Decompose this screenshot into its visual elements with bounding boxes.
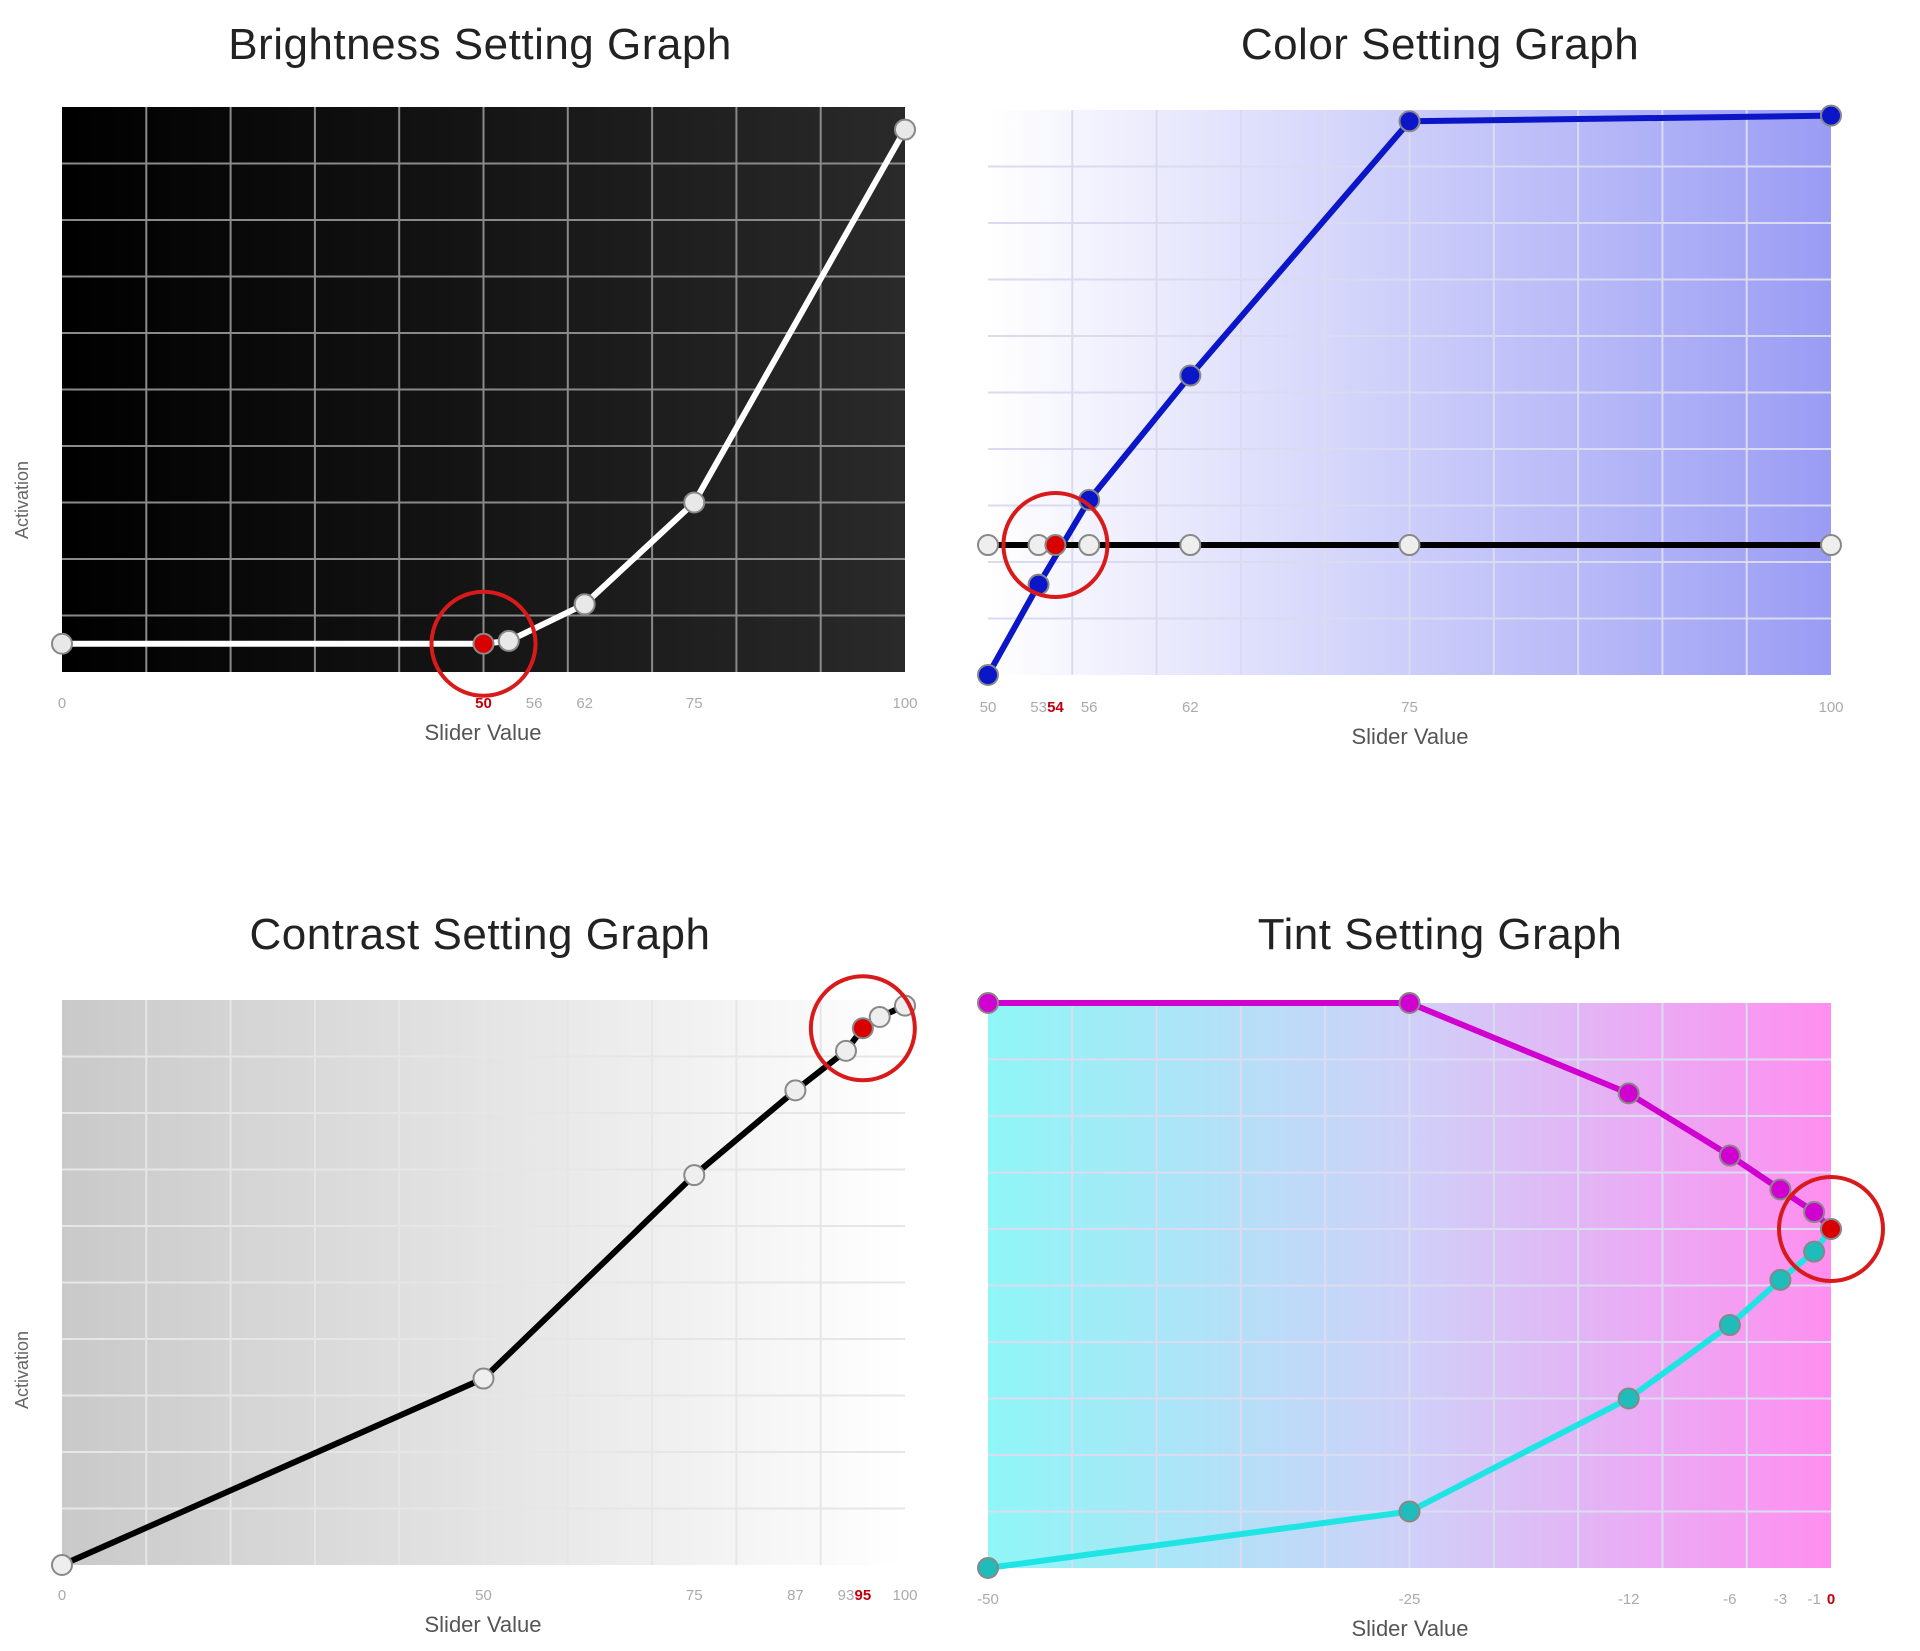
- highlight-circle: [1777, 1175, 1885, 1283]
- x-tick-label: 0: [1827, 1591, 1835, 1608]
- x-tick-label: -12: [1618, 1591, 1640, 1608]
- data-point: [1820, 104, 1842, 127]
- x-tick-label: 53: [1030, 699, 1047, 716]
- brightness-panel: Brightness Setting Graph 0 50 56 62 75 100 Ac…: [0, 20, 960, 760]
- gridlines: [988, 110, 1831, 675]
- data-point: [977, 664, 999, 686]
- series-layer: [977, 992, 1842, 1579]
- x-tick-label: 54: [1047, 699, 1064, 716]
- x-tick-label: -1: [1807, 1591, 1820, 1608]
- series-line: [62, 128, 908, 647]
- x-tick-label: 56: [1081, 699, 1098, 716]
- series-layer: [51, 994, 916, 1576]
- chart-title: Color Setting Graph: [1240, 20, 1640, 69]
- gridlines: [988, 1003, 1831, 1568]
- data-point: [784, 1079, 807, 1102]
- y-axis-label: Activation: [12, 1331, 32, 1409]
- color-chart: 50 53 54 56 62 75 100 Slider Value: [977, 104, 1844, 749]
- data-point: [1803, 1201, 1826, 1224]
- x-tick-label: 93: [838, 1587, 855, 1604]
- tint-chart: -50 -25 -12 -6 -3 -1 0 Slider Value: [977, 992, 1885, 1641]
- chart-title: Contrast Setting Graph: [249, 910, 711, 959]
- x-tick-label: 75: [686, 1587, 703, 1604]
- chart-title: Tint Setting Graph: [1257, 910, 1623, 959]
- data-point: [1044, 534, 1067, 557]
- data-point: [497, 629, 520, 652]
- data-point: [1718, 1144, 1741, 1167]
- data-point: [1820, 534, 1842, 557]
- data-point: [1179, 534, 1202, 557]
- brightness-chart: 0 50 56 62 75 100 Activation Slider Value: [12, 107, 918, 745]
- series-line: [985, 112, 1832, 677]
- highlight-circle: [1001, 491, 1110, 600]
- data-point: [683, 1164, 706, 1187]
- color-panel: Color Setting Graph 50 53 54 56 62 75 100 Slid…: [960, 20, 1920, 760]
- x-axis-label: Slider Value: [425, 720, 542, 745]
- x-tick-label: 50: [475, 695, 492, 712]
- x-tick-label: 50: [980, 699, 997, 716]
- x-axis-label: Slider Value: [425, 1612, 542, 1637]
- x-tick-label: -25: [1399, 1591, 1421, 1608]
- tick-labels: 50 53 54 56 62 75 100: [980, 699, 1844, 716]
- x-tick-label: 62: [1182, 699, 1199, 716]
- gridlines: [62, 107, 905, 672]
- x-tick-label: 75: [1401, 699, 1418, 716]
- x-axis-label: Slider Value: [1352, 1616, 1469, 1641]
- data-point: [1617, 1082, 1640, 1105]
- x-tick-label: 0: [58, 695, 66, 712]
- data-point: [1398, 534, 1421, 557]
- data-point: [683, 491, 706, 514]
- data-point: [1398, 110, 1421, 133]
- data-point: [1179, 364, 1202, 387]
- highlight-circle: [429, 589, 538, 698]
- data-point: [1769, 1268, 1792, 1291]
- data-point: [977, 992, 999, 1014]
- data-point: [894, 118, 916, 141]
- contrast-panel: Contrast Setting Graph 0 50 75 87 93 95 100 Ac…: [0, 910, 960, 1651]
- series-layer: [977, 104, 1842, 686]
- data-point: [1769, 1178, 1792, 1201]
- series-layer: [51, 118, 916, 655]
- x-tick-label: -50: [977, 1591, 999, 1608]
- data-point: [1078, 534, 1101, 557]
- data-point: [1803, 1240, 1826, 1263]
- x-tick-label: -3: [1774, 1591, 1787, 1608]
- data-point: [472, 1367, 495, 1390]
- data-point: [1617, 1387, 1640, 1410]
- x-tick-label: 56: [526, 695, 543, 712]
- x-tick-label: 62: [576, 695, 593, 712]
- x-tick-label: 50: [475, 1587, 492, 1604]
- data-point: [51, 1554, 73, 1576]
- data-point: [1398, 992, 1421, 1014]
- data-point: [834, 1039, 857, 1062]
- chart-title: Brightness Setting Graph: [228, 20, 732, 69]
- data-point: [1398, 1500, 1421, 1523]
- tick-labels: 0 50 56 62 75 100: [58, 695, 918, 712]
- data-point: [977, 1557, 999, 1579]
- data-point: [573, 593, 596, 616]
- x-tick-label: 100: [892, 1587, 917, 1604]
- gridlines: [62, 1000, 905, 1565]
- data-point: [977, 534, 999, 557]
- x-tick-label: 75: [686, 695, 703, 712]
- data-point: [472, 632, 495, 655]
- tick-labels: 0 50 75 87 93 95 100: [58, 1587, 918, 1604]
- x-tick-label: 0: [58, 1587, 66, 1604]
- data-point: [1718, 1314, 1741, 1337]
- data-point: [51, 632, 73, 655]
- tick-labels: -50 -25 -12 -6 -3 -1 0: [977, 1591, 1835, 1608]
- highlight-circle: [808, 974, 917, 1083]
- tint-panel: Tint Setting Graph -50 -25 -12 -6 -3 -1 0 Slid…: [960, 910, 1920, 1651]
- x-tick-label: -6: [1723, 1591, 1736, 1608]
- x-tick-label: 87: [787, 1587, 804, 1604]
- x-tick-label: 100: [1818, 699, 1843, 716]
- data-point: [868, 1005, 891, 1028]
- contrast-chart: 0 50 75 87 93 95 100 Activation Slider Value: [12, 974, 918, 1637]
- data-point: [1820, 1218, 1842, 1240]
- data-point: [851, 1017, 874, 1040]
- x-axis-label: Slider Value: [1352, 724, 1469, 749]
- x-tick-label: 95: [855, 1587, 872, 1604]
- y-axis-label: Activation: [12, 461, 32, 539]
- x-tick-label: 100: [892, 695, 917, 712]
